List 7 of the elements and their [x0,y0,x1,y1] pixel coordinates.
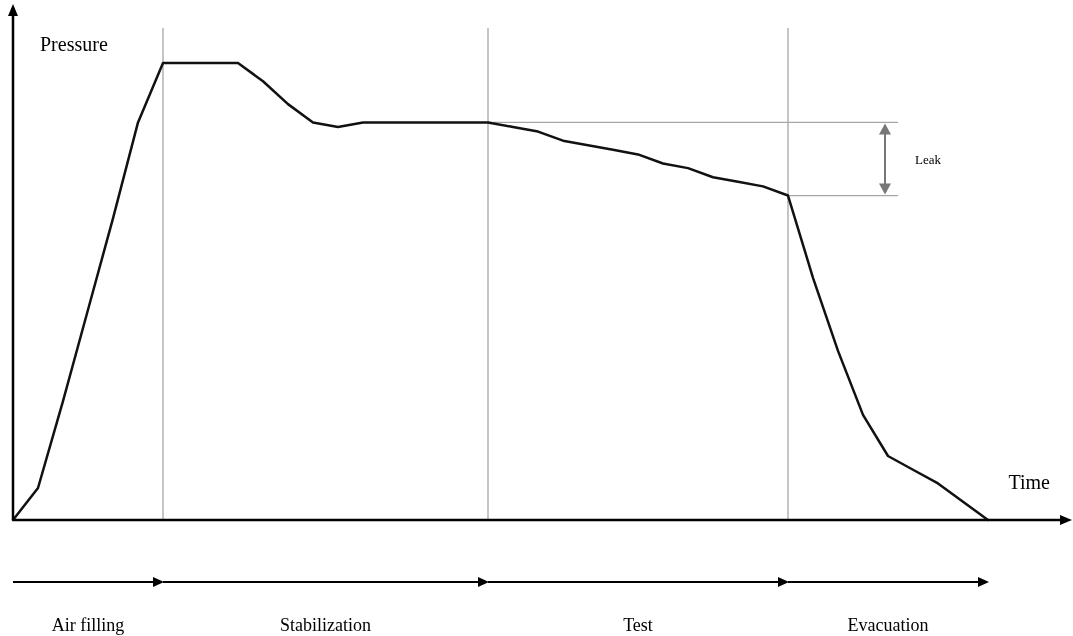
text: Air filling [51,615,125,635]
text: Test [623,615,653,635]
y-axis-title: Pressure [40,33,108,55]
text: Evacuation [847,615,929,635]
text: Stabilization [280,615,371,635]
annotation: Leak [915,151,942,167]
x-axis-title: Time [1008,471,1051,493]
